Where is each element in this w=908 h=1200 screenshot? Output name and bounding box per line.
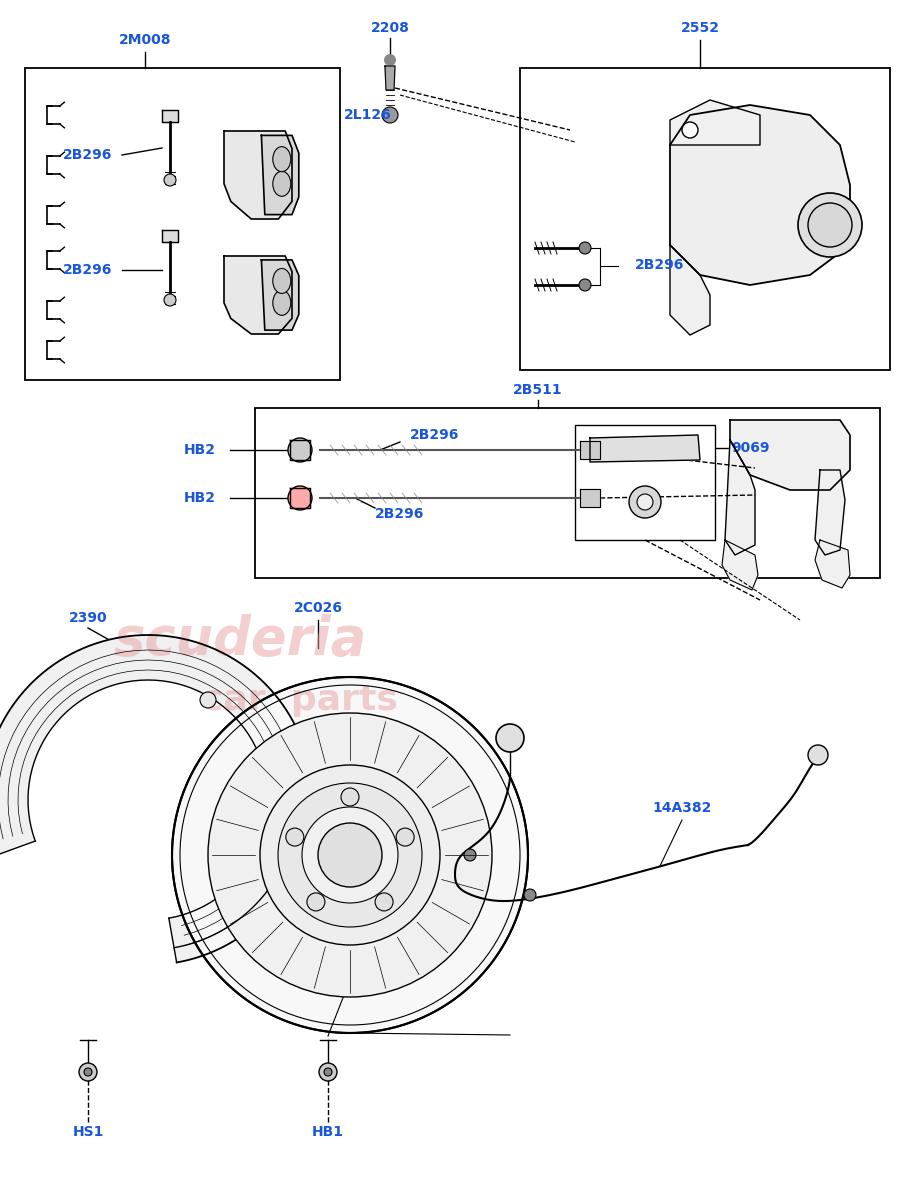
Polygon shape xyxy=(722,540,758,590)
Polygon shape xyxy=(224,131,292,218)
Circle shape xyxy=(288,438,312,462)
Circle shape xyxy=(319,1063,337,1081)
Polygon shape xyxy=(162,110,178,122)
Circle shape xyxy=(341,788,359,806)
Circle shape xyxy=(79,1063,97,1081)
Text: 2B296: 2B296 xyxy=(375,506,425,521)
Text: 2C026: 2C026 xyxy=(293,601,342,614)
Circle shape xyxy=(464,850,476,862)
Bar xyxy=(575,425,715,540)
Polygon shape xyxy=(224,256,292,334)
Text: HB2: HB2 xyxy=(184,443,216,457)
Circle shape xyxy=(302,806,398,902)
Circle shape xyxy=(382,107,398,122)
Circle shape xyxy=(318,823,382,887)
Polygon shape xyxy=(815,540,850,588)
Circle shape xyxy=(84,1068,92,1076)
Circle shape xyxy=(396,828,414,846)
Polygon shape xyxy=(725,440,755,554)
Bar xyxy=(25,68,340,380)
Polygon shape xyxy=(670,100,760,145)
Polygon shape xyxy=(815,470,845,554)
Text: car  parts: car parts xyxy=(202,683,398,716)
Circle shape xyxy=(629,486,661,518)
Text: 2B296: 2B296 xyxy=(636,258,685,272)
Circle shape xyxy=(208,713,492,997)
Circle shape xyxy=(324,1068,332,1076)
Text: 2B296: 2B296 xyxy=(64,148,113,162)
Polygon shape xyxy=(0,635,313,962)
Circle shape xyxy=(579,242,591,254)
Circle shape xyxy=(286,828,304,846)
Circle shape xyxy=(375,893,393,911)
Text: 2L126: 2L126 xyxy=(344,108,392,122)
Text: 14A382: 14A382 xyxy=(652,802,712,815)
Circle shape xyxy=(496,724,524,752)
Text: 2B296: 2B296 xyxy=(64,263,113,277)
Circle shape xyxy=(637,494,653,510)
Text: HS1: HS1 xyxy=(73,1126,104,1139)
Circle shape xyxy=(579,278,591,290)
Text: scuderia: scuderia xyxy=(114,614,367,666)
Circle shape xyxy=(798,193,862,257)
Polygon shape xyxy=(262,260,299,330)
Circle shape xyxy=(164,294,176,306)
Circle shape xyxy=(200,692,216,708)
Circle shape xyxy=(384,54,396,66)
Text: HB2: HB2 xyxy=(184,491,216,505)
Polygon shape xyxy=(580,440,600,458)
Circle shape xyxy=(260,766,440,946)
Circle shape xyxy=(524,889,536,901)
Text: 2B511: 2B511 xyxy=(513,383,563,397)
Polygon shape xyxy=(590,434,700,462)
Polygon shape xyxy=(580,490,600,506)
Text: 9069: 9069 xyxy=(731,440,769,455)
Text: 2552: 2552 xyxy=(680,20,719,35)
Text: 2M008: 2M008 xyxy=(119,32,172,47)
Circle shape xyxy=(808,203,852,247)
Circle shape xyxy=(307,893,325,911)
Bar xyxy=(255,408,880,578)
Circle shape xyxy=(682,122,698,138)
Circle shape xyxy=(288,486,312,510)
Polygon shape xyxy=(162,230,178,242)
Ellipse shape xyxy=(272,269,291,294)
Circle shape xyxy=(172,677,528,1033)
Ellipse shape xyxy=(272,146,291,172)
Circle shape xyxy=(164,174,176,186)
Polygon shape xyxy=(385,66,395,90)
Polygon shape xyxy=(262,136,299,215)
Text: 2390: 2390 xyxy=(69,611,107,625)
Polygon shape xyxy=(670,245,710,335)
Ellipse shape xyxy=(272,172,291,197)
Circle shape xyxy=(808,745,828,766)
Text: 2208: 2208 xyxy=(370,20,410,35)
Ellipse shape xyxy=(272,290,291,316)
Polygon shape xyxy=(670,104,850,284)
Bar xyxy=(520,68,890,370)
Text: HB1: HB1 xyxy=(312,1126,344,1139)
Polygon shape xyxy=(290,488,310,508)
Text: 2B296: 2B296 xyxy=(410,428,459,442)
Polygon shape xyxy=(290,440,310,460)
Polygon shape xyxy=(730,420,850,490)
Circle shape xyxy=(278,782,422,926)
